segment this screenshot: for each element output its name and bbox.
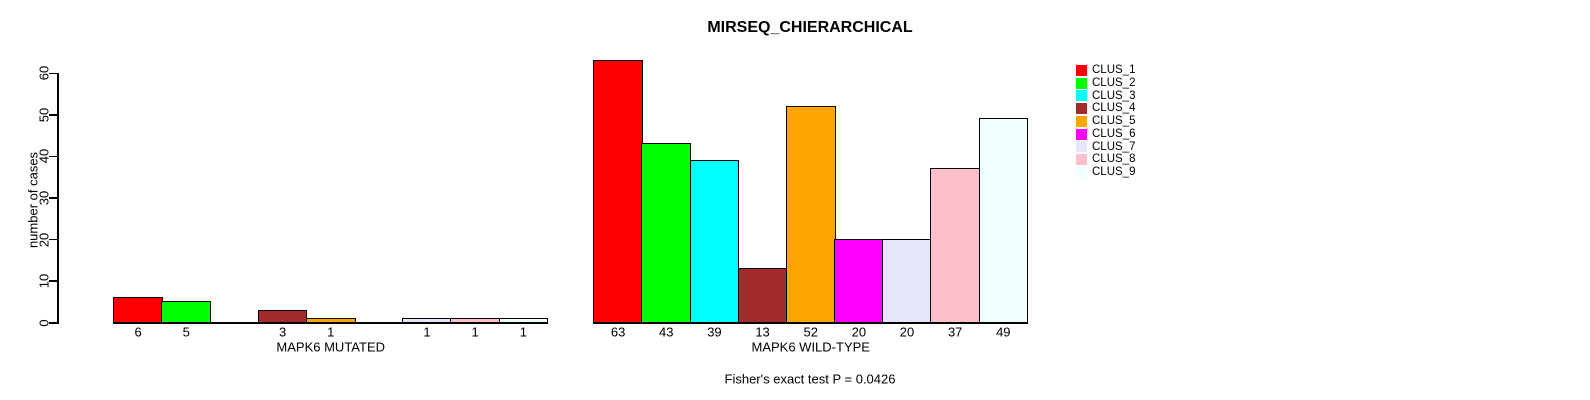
bar-value-label: 3 [278,324,287,339]
legend-swatch-CLUS_3 [1076,90,1087,102]
bar-value-label: 5 [182,324,190,339]
y-tick-mark [49,155,58,158]
legend-swatch-CLUS_2 [1076,77,1087,89]
legend-entry-CLUS_7: CLUS_7 [1076,141,1135,154]
bar-value-label: 20 [899,324,915,339]
y-tick-mark [49,114,58,116]
legend-label: CLUS_3 [1092,89,1136,102]
legend-swatch-CLUS_9 [1076,166,1087,178]
legend-entry-CLUS_4: CLUS_4 [1076,102,1135,115]
y-axis-line [57,72,59,324]
legend-entry-CLUS_1: CLUS_1 [1076,64,1135,77]
legend-swatch-CLUS_6 [1076,128,1087,140]
bar-value-label: 63 [610,324,626,339]
bar-CLUS_4 [257,309,308,324]
legend-label: CLUS_6 [1092,127,1136,140]
bar-value-label: 43 [659,324,674,339]
pvalue-annotation: Fisher's exact test P = 0.0426 [724,371,896,387]
legend-label: CLUS_8 [1092,153,1136,166]
y-tick-label: 50 [36,107,52,123]
legend-swatch-CLUS_8 [1076,154,1087,166]
bar-CLUS_2 [161,301,212,324]
legend-swatch-CLUS_1 [1076,64,1087,76]
y-tick-mark [49,72,58,75]
bar-value-label: 1 [471,324,479,339]
bar-CLUS_3 [689,159,740,324]
bar-value-label: 1 [327,324,335,339]
legend-entry-CLUS_9: CLUS_9 [1076,166,1135,179]
bar-value-label: 6 [134,324,142,339]
legend-label: CLUS_1 [1092,64,1136,76]
y-tick-label: 40 [36,149,52,164]
bar-CLUS_2 [641,143,692,324]
bar-CLUS_6 [834,238,884,324]
y-tick-label: 20 [36,232,52,247]
y-tick-mark [49,322,58,324]
legend-label: CLUS_2 [1092,76,1136,89]
y-tick-label: 10 [36,273,52,289]
bar-CLUS_8 [450,317,500,324]
bar-value-label: 13 [755,324,770,339]
legend-entry-CLUS_6: CLUS_6 [1076,128,1135,141]
y-tick-mark [49,280,58,282]
legend-swatch-CLUS_7 [1076,141,1087,153]
y-tick-label: 60 [36,66,52,81]
group-label: MAPK6 MUTATED [276,339,386,355]
legend-swatch-CLUS_4 [1076,103,1087,115]
bar-CLUS_5 [785,105,836,324]
legend-swatch-CLUS_5 [1076,115,1087,127]
y-tick-label: 30 [36,190,52,206]
group-label: MAPK6 WILD-TYPE [751,339,870,355]
y-tick-mark [49,197,58,199]
bar-CLUS_7 [882,238,932,324]
bar-CLUS_4 [737,267,788,324]
bar-CLUS_1 [113,297,163,324]
bar-CLUS_5 [305,317,356,324]
y-tick-label: 0 [36,319,52,327]
legend-label: CLUS_7 [1092,140,1136,153]
bar-value-label: 1 [519,324,527,339]
legend-label: CLUS_5 [1092,115,1136,127]
bar-value-label: 49 [996,324,1011,339]
legend-label: CLUS_4 [1092,102,1136,115]
legend-entry-CLUS_2: CLUS_2 [1076,77,1135,90]
bar-CLUS_7 [402,317,452,324]
bar-CLUS_8 [930,168,980,324]
legend-entry-CLUS_8: CLUS_8 [1076,153,1135,166]
legend-entry-CLUS_5: CLUS_5 [1076,115,1135,128]
bar-value-label: 52 [803,324,818,339]
bar-value-label: 37 [947,324,963,339]
bar-CLUS_9 [498,317,549,324]
bar-value-label: 20 [851,324,867,339]
bar-CLUS_9 [978,118,1029,324]
bar-value-label: 39 [707,324,722,339]
y-tick-mark [49,238,58,241]
bar-value-label: 1 [423,324,431,339]
legend: CLUS_1 CLUS_2 CLUS_3 CLUS_4 CLUS_5 CLUS_6 CLUS… [1076,64,1135,179]
legend-label: CLUS_9 [1092,166,1136,178]
chart-title: MIRSEQ_CHIERARCHICAL [707,19,913,36]
bar-CLUS_1 [593,60,643,324]
legend-entry-CLUS_3: CLUS_3 [1076,90,1135,103]
